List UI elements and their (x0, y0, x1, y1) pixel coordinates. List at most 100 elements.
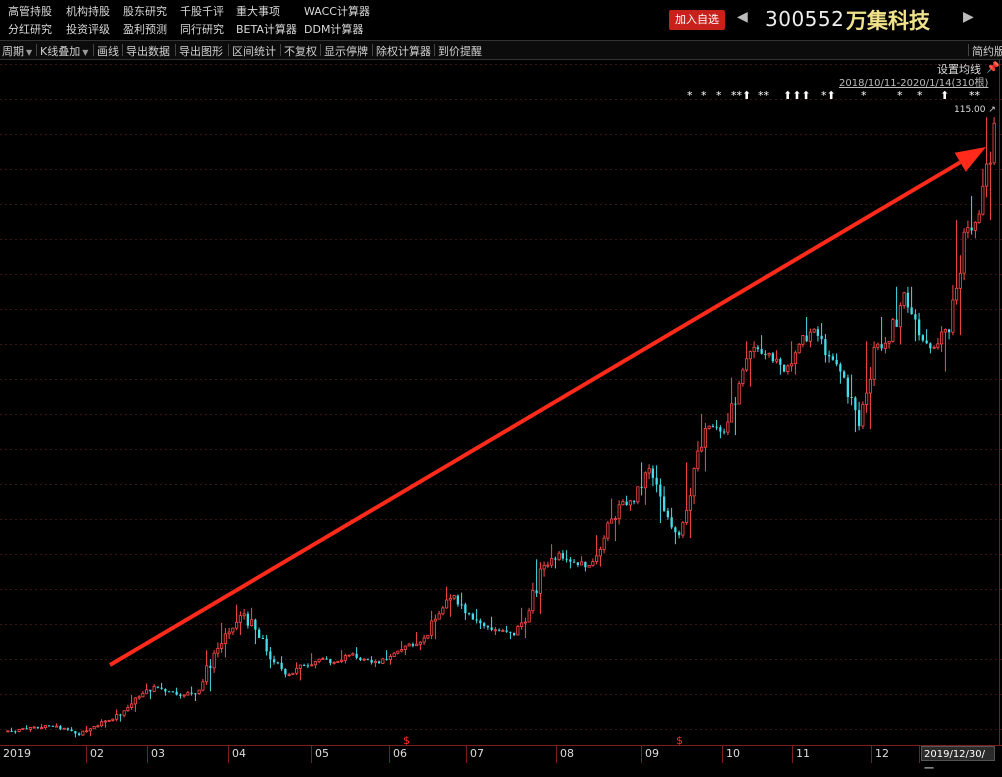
x-tick-label: 10 (726, 747, 740, 760)
event-marker[interactable]: * (701, 89, 707, 102)
dividend-marker[interactable]: $ (403, 734, 410, 747)
candle-down (670, 517, 673, 528)
candle-up (238, 615, 242, 623)
trend-arrow-shaft (108, 160, 962, 667)
period-dropdown[interactable]: 周期 ▼ (2, 45, 33, 58)
menu-item[interactable]: 盈利预测 (123, 23, 167, 36)
candle-up (452, 595, 456, 599)
event-marker[interactable]: ⬆⬆⬆ (783, 89, 811, 102)
event-marker[interactable]: *⬆ (821, 89, 836, 102)
date-range-label[interactable]: 2018/10/11-2020/1/14(310根) (839, 78, 989, 89)
candle-down (149, 689, 152, 692)
candle-down (918, 319, 921, 336)
x-tick-label: 04 (232, 747, 246, 760)
candle-up (647, 468, 651, 474)
menu-item[interactable]: 千股千评 (180, 5, 224, 18)
candle-up (340, 659, 344, 662)
candle-up (955, 287, 959, 301)
draw-line-button[interactable]: 画线 (97, 45, 119, 58)
menu-item[interactable]: WACC计算器 (304, 5, 370, 18)
candle-up (295, 667, 299, 674)
candle-up (981, 185, 985, 215)
event-marker[interactable]: * (897, 89, 903, 102)
candle-up (876, 343, 880, 348)
menu-item[interactable]: 重大事项 (236, 5, 280, 18)
candle-down (756, 347, 759, 350)
menu-item[interactable]: 高管持股 (8, 5, 52, 18)
candlestick-chart[interactable] (0, 59, 1002, 763)
candle-up (448, 597, 452, 601)
candle-up (21, 727, 25, 730)
menu-item[interactable]: 股东研究 (123, 5, 167, 18)
no-adjust-button[interactable]: 不复权 (284, 45, 317, 58)
show-suspension-button[interactable]: 显示停牌 (324, 45, 368, 58)
candle-up (501, 630, 505, 632)
candle-up (332, 661, 336, 664)
menu-item[interactable]: 分红研究 (8, 23, 52, 36)
candle-up (437, 613, 441, 620)
candle-down (156, 686, 159, 688)
x-tick-label: 06 (393, 747, 407, 760)
kline-overlay-dropdown[interactable]: K线叠加 ▼ (40, 45, 89, 58)
menu-item[interactable]: BETA计算器 (236, 23, 297, 36)
pin-icon[interactable]: 📌 (986, 61, 1000, 74)
candle-down (805, 335, 808, 342)
event-marker[interactable]: **⬆ (731, 89, 752, 102)
event-marker[interactable]: * (716, 89, 722, 102)
candle-down (464, 604, 467, 614)
candle-up (538, 568, 542, 594)
menu-item[interactable]: 投资评级 (66, 23, 110, 36)
add-to-watchlist-button[interactable]: 加入自选 (669, 10, 725, 30)
candle-up (418, 641, 422, 645)
candle-down (378, 661, 381, 664)
candle-down (456, 595, 459, 605)
candle-down (561, 553, 564, 559)
event-marker[interactable]: ** (969, 89, 980, 102)
menu-item[interactable]: 同行研究 (180, 23, 224, 36)
grid-lines (0, 59, 1002, 746)
triangle-left-icon[interactable]: ◀ (737, 9, 748, 25)
candle-up (527, 610, 531, 623)
candle-up (250, 619, 254, 627)
x-tick-label: 08 (560, 747, 574, 760)
candle-up (28, 727, 32, 730)
event-marker[interactable]: * (917, 89, 923, 102)
simple-mode-button[interactable]: 简约版 (972, 45, 1002, 58)
candle-up (92, 726, 96, 730)
candle-down (306, 665, 309, 667)
export-chart-button[interactable]: 导出图形 (179, 45, 223, 58)
candle-down (929, 343, 932, 349)
price-alert-button[interactable]: 到价提醒 (438, 45, 482, 58)
candle-up (700, 446, 704, 452)
candle-down (171, 691, 174, 693)
candle-down (509, 631, 512, 633)
candle-up (973, 221, 977, 231)
candle-down (366, 659, 369, 661)
triangle-right-icon[interactable]: ▶ (963, 9, 974, 25)
set-moving-average-button[interactable]: 设置均线 (937, 63, 981, 76)
candle-up (966, 227, 970, 233)
event-marker[interactable]: * (687, 89, 693, 102)
dividend-marker[interactable]: $ (676, 734, 683, 747)
candle-up (767, 352, 771, 356)
menu-item[interactable]: 机构持股 (66, 5, 110, 18)
candle-up (801, 335, 805, 345)
ex-rights-calculator-button[interactable]: 除权计算器 (376, 45, 431, 58)
candle-down (36, 727, 39, 729)
event-marker[interactable]: ** (758, 89, 769, 102)
candle-up (141, 692, 145, 698)
menu-item[interactable]: DDM计算器 (304, 23, 364, 36)
candle-up (868, 378, 872, 394)
event-marker[interactable]: ⬆ (940, 89, 950, 102)
candle-up (212, 652, 216, 669)
candle-up (317, 658, 321, 662)
candle-up (310, 664, 314, 667)
candle-down (479, 620, 482, 624)
candle-up (707, 425, 711, 429)
candle-up (643, 472, 647, 489)
event-marker[interactable]: * (861, 89, 867, 102)
range-stats-button[interactable]: 区间统计 (232, 45, 276, 58)
candle-down (914, 314, 917, 320)
export-data-button[interactable]: 导出数据 (126, 45, 170, 58)
candle-up (388, 656, 392, 660)
